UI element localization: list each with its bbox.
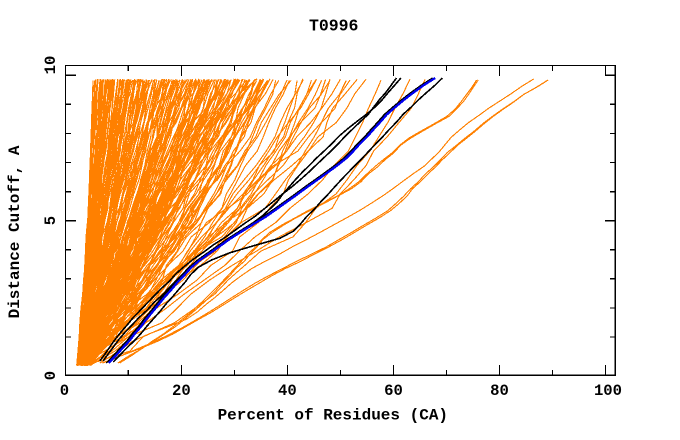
svg-text:T0996: T0996	[309, 17, 359, 36]
svg-text:0: 0	[42, 371, 60, 380]
svg-text:100: 100	[594, 382, 622, 400]
svg-text:40: 40	[278, 382, 297, 400]
svg-text:80: 80	[490, 382, 509, 400]
svg-text:0: 0	[60, 382, 69, 400]
svg-text:Percent of Residues (CA): Percent of Residues (CA)	[218, 407, 448, 425]
svg-text:20: 20	[172, 382, 191, 400]
svg-text:Distance Cutoff, A: Distance Cutoff, A	[6, 145, 24, 318]
svg-text:60: 60	[384, 382, 403, 400]
svg-text:10: 10	[42, 56, 60, 75]
svg-text:5: 5	[42, 216, 60, 225]
